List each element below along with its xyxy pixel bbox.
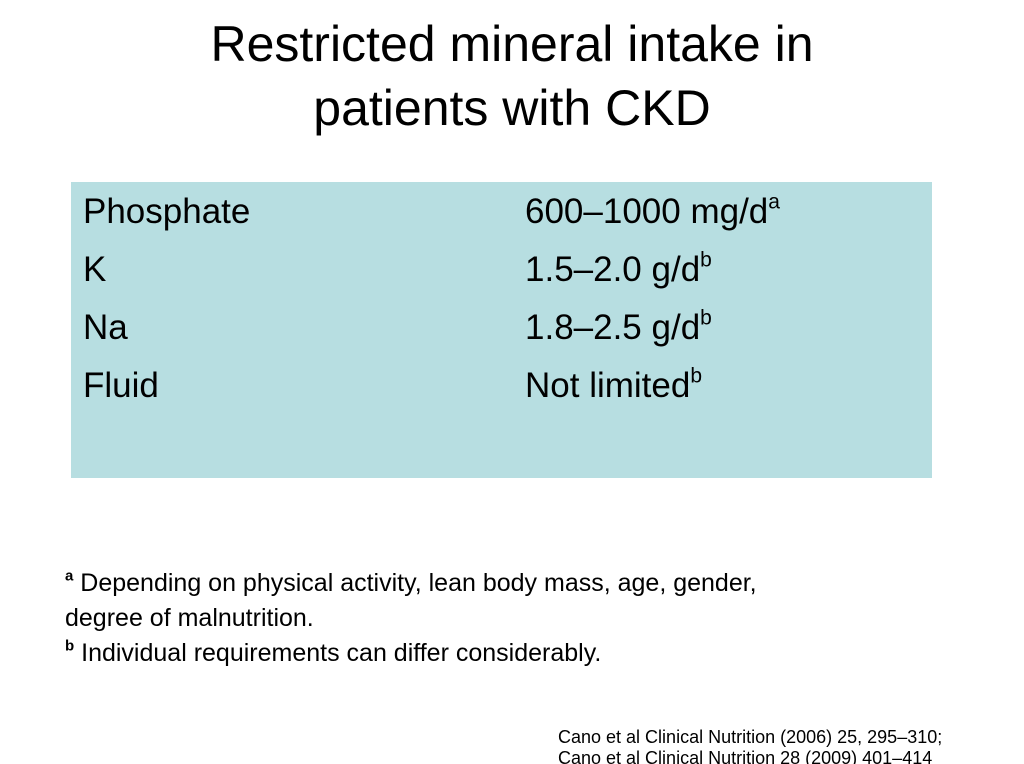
footnote-b: b Individual requirements can differ con… (65, 637, 602, 668)
slide-title: Restricted mineral intake in patients wi… (0, 12, 1024, 140)
row-label: Phosphate (83, 192, 251, 231)
footnote-marker: a (768, 190, 780, 214)
footnote-a: a Depending on physical activity, lean b… (65, 567, 757, 598)
footnote-b-marker: b (65, 637, 75, 655)
row-value: 1.5–2.0 g/db (525, 248, 712, 289)
row-value: Not limitedb (525, 364, 703, 405)
table-row-phosphate: Phosphate 600–1000 mg/da (71, 182, 932, 240)
row-label: Fluid (83, 366, 159, 405)
row-value: 1.8–2.5 g/db (525, 306, 712, 347)
footnotes: a Depending on physical activity, lean b… (65, 566, 965, 671)
slide-title-line-2: patients with CKD (313, 80, 711, 136)
citation-line-1: Cano et al Clinical Nutrition (2006) 25,… (558, 727, 943, 747)
row-label: K (83, 250, 107, 289)
footnote-marker: b (700, 306, 712, 330)
table-row-k: K 1.5–2.0 g/db (71, 240, 932, 298)
table-row-fluid: Fluid Not limitedb (71, 356, 932, 414)
slide-title-line-1: Restricted mineral intake in (210, 16, 814, 72)
citation-line-2: Cano et al Clinical Nutrition 28 (2009) … (558, 748, 933, 764)
mineral-intake-table: Phosphate 600–1000 mg/da K 1.5–2.0 g/db … (71, 182, 932, 478)
footnote-marker: b (690, 364, 703, 388)
row-label: Na (83, 308, 128, 347)
footnote-marker: b (700, 248, 712, 272)
footnote-a-marker: a (65, 567, 74, 585)
row-value: 600–1000 mg/da (525, 190, 780, 231)
table-row-na: Na 1.8–2.5 g/db (71, 298, 932, 356)
footnote-a-continued: degree of malnutrition. (65, 604, 314, 632)
citation: Cano et al Clinical Nutrition (2006) 25,… (558, 727, 1018, 764)
